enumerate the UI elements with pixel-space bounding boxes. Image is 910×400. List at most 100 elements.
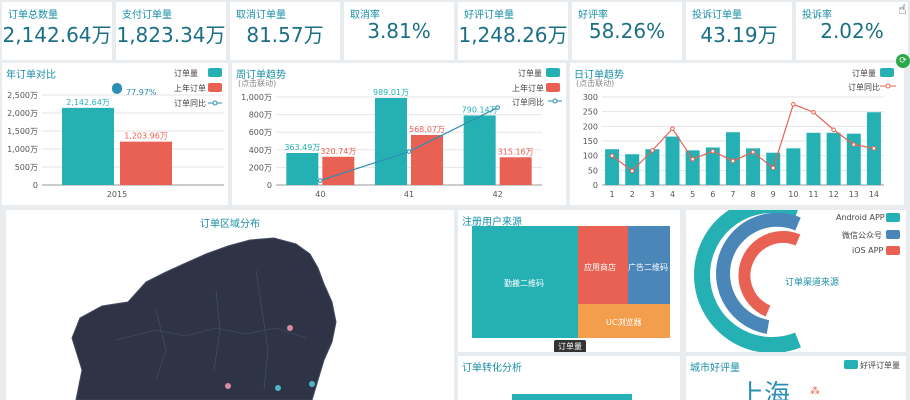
x-tick-label: 42 xyxy=(493,190,503,199)
funnel-top[interactable] xyxy=(512,394,632,400)
map-point[interactable] xyxy=(309,381,315,387)
x-tick-label: 5 xyxy=(690,190,695,199)
bar xyxy=(746,148,761,185)
bar xyxy=(62,107,114,185)
panel-title: 订单转化分析 xyxy=(462,363,522,374)
x-tick-label: 13 xyxy=(849,190,859,199)
treemap-cell-qr-code[interactable]: 勤搬二维码 xyxy=(472,226,578,338)
kpi-paid-orders[interactable]: 支付订单量 1,823.34万 xyxy=(116,2,226,60)
map-point[interactable] xyxy=(225,383,231,389)
yoy-point xyxy=(710,148,716,154)
y-tick-label: 250 xyxy=(583,108,598,117)
bar-label: 2,142.64万 xyxy=(66,98,110,107)
yoy-line xyxy=(611,103,875,172)
legend-order-volume[interactable]: 订单量 xyxy=(518,69,542,78)
kpi-total-orders[interactable]: 订单总数量 2,142.64万 xyxy=(2,2,112,60)
legend-swatch xyxy=(546,68,560,77)
bar-label: 363.49万 xyxy=(284,143,320,152)
treemap-cell-ad-qr-code[interactable]: 广告二维码 xyxy=(628,226,670,304)
legend-order-volume[interactable]: 订单量 xyxy=(174,69,198,78)
x-tick-label: 14 xyxy=(869,190,879,199)
kpi-complaint-orders[interactable]: 投诉订单量 43.19万 xyxy=(686,2,792,60)
kpi-cancel-rate[interactable]: 取消率 3.81% xyxy=(344,2,454,60)
donut-center-label: 订单渠道来源 xyxy=(785,276,839,288)
yoy-point xyxy=(650,148,655,153)
kpi-complaint-rate[interactable]: 投诉率 2.02% xyxy=(796,2,908,60)
legend-last-year[interactable]: 上年订单 xyxy=(174,84,206,93)
x-tick-label: 11 xyxy=(808,190,818,199)
kpi-cancelled-orders[interactable]: 取消订单量 81.57万 xyxy=(230,2,340,60)
word-cloud-small: ⁂ xyxy=(810,386,820,397)
yoy-point xyxy=(831,127,836,133)
ratio-label: 77.97% xyxy=(126,88,157,97)
legend-order-volume[interactable]: 订单量 xyxy=(852,69,876,78)
panel-subtitle: (点击联动) xyxy=(238,79,277,88)
bar xyxy=(499,157,532,185)
kpi-value: 2,142.64万 xyxy=(2,23,112,47)
channel-donut[interactable]: 订单渠道来源 xyxy=(686,210,906,352)
yoy-point xyxy=(730,158,736,164)
yoy-point xyxy=(495,105,500,110)
legend-ios[interactable]: iOS APP xyxy=(852,246,884,255)
treemap-cell-uc-browser[interactable]: UC浏览器 xyxy=(578,304,670,338)
kpi-title: 支付订单量 xyxy=(122,10,172,21)
y-tick-label: 200 xyxy=(583,122,598,131)
treemap-cell-app-store[interactable]: 应用商店 xyxy=(578,226,628,304)
y-tick-label: 1,000万 xyxy=(7,145,38,154)
kpi-title: 投诉率 xyxy=(802,10,832,21)
kpi-value: 58.26% xyxy=(588,19,666,43)
legend-android[interactable]: Android APP xyxy=(836,213,885,222)
user-source-panel: 注册用户来源 勤搬二维码 应用商店 广告二维码 UC浏览器 订单量 xyxy=(458,210,680,352)
yoy-point xyxy=(811,109,816,115)
yoy-point xyxy=(406,149,412,154)
y-tick-label: 0 xyxy=(267,181,272,190)
yoy-point xyxy=(750,149,756,155)
legend-yoy[interactable]: 订单同比 xyxy=(512,98,544,107)
yoy-point xyxy=(871,146,877,151)
ring-wechat[interactable] xyxy=(716,212,801,334)
kpi-positive-rate[interactable]: 好评率 58.26% xyxy=(572,2,682,60)
x-tick-label: 6 xyxy=(710,190,715,199)
legend-swatch xyxy=(208,68,222,77)
bar-label: 790.14万 xyxy=(462,105,498,114)
x-tick-label: 2015 xyxy=(107,190,127,199)
ring-android[interactable] xyxy=(694,210,801,352)
order-region-map-panel: 订单区域分布 xyxy=(6,210,454,400)
y-tick-label: 2,500万 xyxy=(7,91,38,100)
legend-positive-orders[interactable]: 好评订单量 xyxy=(860,361,900,370)
kpi-value: 43.19万 xyxy=(700,23,778,47)
x-tick-label: 1 xyxy=(610,190,615,199)
yoy-point xyxy=(791,102,796,107)
yoy-point xyxy=(690,156,695,162)
kpi-positive-orders[interactable]: 好评订单量 1,248.26万 xyxy=(458,2,568,60)
legend-last-year[interactable]: 上年订单 xyxy=(512,84,544,93)
legend-wechat[interactable]: 微信公众号 xyxy=(842,231,882,240)
kpi-title: 好评订单量 xyxy=(464,10,514,21)
yoy-point xyxy=(670,126,675,131)
x-tick-label: 10 xyxy=(788,190,798,199)
word-cloud-city[interactable]: 上海 xyxy=(738,380,791,400)
legend-yoy[interactable]: 订单同比 xyxy=(848,83,880,92)
yoy-point xyxy=(629,168,635,174)
hand-cursor-icon: ☝ xyxy=(898,2,907,18)
city-rating-panel: 城市好评量 好评订单量 上海 ⁂ xyxy=(686,356,906,400)
china-map[interactable] xyxy=(6,210,454,400)
legend-yoy[interactable]: 订单同比 xyxy=(174,99,206,108)
x-tick-label: 3 xyxy=(650,190,655,199)
x-tick-label: 9 xyxy=(771,190,776,199)
ring-ios[interactable] xyxy=(738,230,801,317)
year-chart-svg: 0 500万 1,000万 1,500万 2,000万 2,500万 2,142.64万 1… xyxy=(7,83,224,199)
y-tick-label: 50 xyxy=(588,166,598,175)
day-trend-panel: 日订单趋势 (点击联动) 订单量 订单同比 0 50 100 150 200 250 300… xyxy=(570,63,904,205)
legend-swatch xyxy=(886,213,900,222)
map-point[interactable] xyxy=(275,385,281,391)
treemap-tooltip: 订单量 xyxy=(554,340,586,352)
refresh-icon[interactable]: ⟳ xyxy=(896,54,910,68)
yoy-point xyxy=(609,153,615,158)
kpi-title: 取消率 xyxy=(350,10,380,21)
map-point[interactable] xyxy=(287,325,293,331)
x-tick-label: 40 xyxy=(315,190,325,199)
kpi-value: 81.57万 xyxy=(246,23,324,47)
legend-swatch xyxy=(844,360,858,369)
